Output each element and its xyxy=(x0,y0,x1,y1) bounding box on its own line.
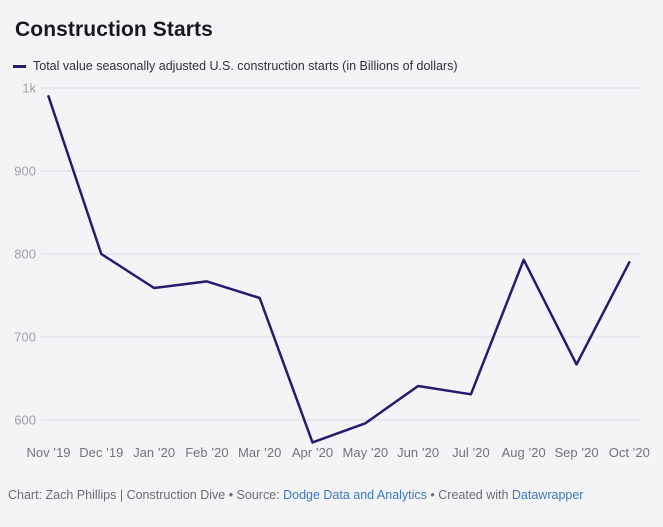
x-tick-label: Jun ’20 xyxy=(397,445,439,460)
y-tick-label: 600 xyxy=(14,413,36,428)
legend-label: Total value seasonally adjusted U.S. con… xyxy=(33,59,458,73)
data-line xyxy=(47,95,631,444)
x-tick-label: May ’20 xyxy=(343,445,389,460)
x-tick-label: Apr ’20 xyxy=(292,445,333,460)
chart-title: Construction Starts xyxy=(15,18,213,41)
x-tick-label: Nov ’19 xyxy=(26,445,70,460)
legend-line-swatch xyxy=(13,64,26,68)
x-tick-label: Sep ’20 xyxy=(554,445,598,460)
y-tick-label: 900 xyxy=(14,164,36,179)
attribution: Chart: Zach Phillips | Construction Dive… xyxy=(8,487,583,503)
x-tick-label: Oct ’20 xyxy=(609,445,650,460)
x-tick-label: Dec ’19 xyxy=(79,445,123,460)
attribution-byline: Chart: Zach Phillips | Construction Dive… xyxy=(8,488,284,502)
x-tick-label: Jul ’20 xyxy=(452,445,490,460)
x-tick-label: Feb ’20 xyxy=(185,445,228,460)
y-tick-label: 1k xyxy=(22,81,36,96)
legend: Total value seasonally adjusted U.S. con… xyxy=(13,59,458,73)
x-tick-label: Mar ’20 xyxy=(238,445,281,460)
attribution-created-with: • Created with xyxy=(426,488,512,502)
y-tick-label: 700 xyxy=(14,330,36,345)
line-chart: 600 700 800 900 1k Nov ’19 Dec ’19 Jan ’20 Feb ’… xyxy=(14,81,650,461)
x-tick-label: Aug ’20 xyxy=(502,445,546,460)
datawrapper-link[interactable]: Datawrapper xyxy=(511,488,584,502)
source-link[interactable]: Dodge Data and Analytics xyxy=(283,488,427,502)
x-tick-label: Jan ’20 xyxy=(133,445,175,460)
y-tick-label: 800 xyxy=(14,247,36,262)
